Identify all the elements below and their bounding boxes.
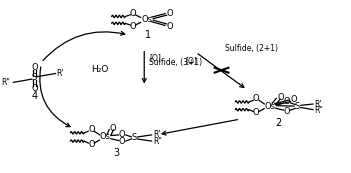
Text: Os: Os xyxy=(141,15,152,24)
Text: Sulfide, (3+1): Sulfide, (3+1) xyxy=(150,58,203,67)
Text: [O]: [O] xyxy=(186,56,198,65)
Text: O: O xyxy=(119,137,125,146)
Text: Sulfide, (2+1): Sulfide, (2+1) xyxy=(225,44,278,53)
Text: O: O xyxy=(278,93,284,102)
Text: 2: 2 xyxy=(275,118,281,128)
Text: O: O xyxy=(284,107,290,116)
Text: O: O xyxy=(31,84,38,93)
Text: H₂O: H₂O xyxy=(91,65,108,74)
Text: 3: 3 xyxy=(114,148,120,158)
Text: [O]: [O] xyxy=(150,53,161,62)
Text: O: O xyxy=(119,130,125,139)
Text: R": R" xyxy=(1,78,10,87)
Text: O: O xyxy=(88,140,95,149)
Text: O: O xyxy=(130,22,136,31)
Text: O: O xyxy=(290,95,297,104)
Text: Os: Os xyxy=(264,102,276,111)
Text: O: O xyxy=(130,8,136,17)
Text: O: O xyxy=(253,108,259,117)
Text: O: O xyxy=(109,124,116,133)
Text: R": R" xyxy=(314,106,323,115)
Text: 4: 4 xyxy=(31,91,38,101)
Text: S: S xyxy=(32,73,37,82)
Text: R': R' xyxy=(57,69,64,78)
Text: O: O xyxy=(253,94,259,103)
Text: R': R' xyxy=(314,99,322,108)
Text: S: S xyxy=(131,134,137,143)
Text: O: O xyxy=(88,125,95,134)
Text: R": R" xyxy=(153,137,162,146)
Text: O: O xyxy=(167,8,173,17)
Text: O: O xyxy=(284,97,290,106)
Text: R': R' xyxy=(153,130,160,139)
Text: O: O xyxy=(167,22,173,31)
Text: 1: 1 xyxy=(145,30,151,40)
Text: S: S xyxy=(294,102,300,111)
Text: O: O xyxy=(31,63,38,72)
Text: Os: Os xyxy=(100,133,111,142)
